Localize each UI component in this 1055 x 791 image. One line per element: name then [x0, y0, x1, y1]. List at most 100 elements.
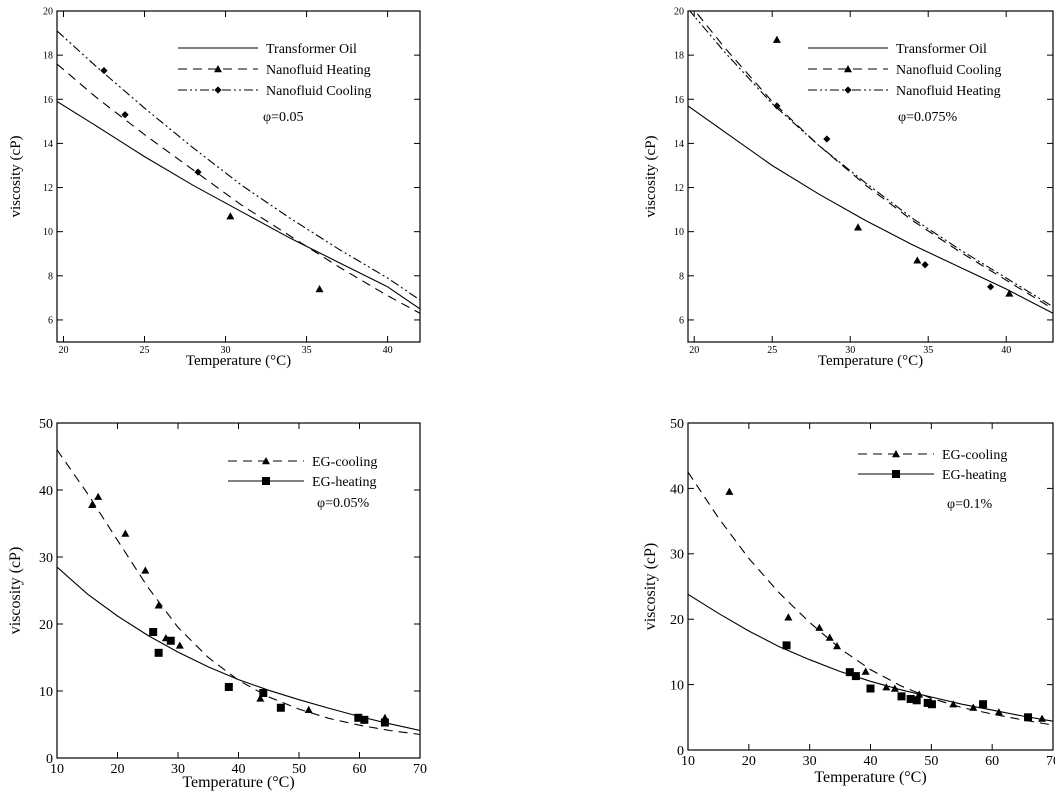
y-tick-label: 16: [43, 95, 53, 106]
legend-label: EG-heating: [312, 475, 377, 490]
legend-label: EG-cooling: [942, 448, 1007, 463]
data-point: [845, 668, 854, 677]
y-tick-label: 30: [39, 551, 53, 566]
x-tick-label: 25: [140, 345, 150, 356]
x-tick-label: 70: [413, 762, 427, 777]
data-point: [784, 613, 793, 621]
phi-annotation: φ=0.1%: [947, 497, 992, 512]
data-point: [833, 642, 842, 650]
y-tick-label: 10: [670, 679, 684, 694]
legend-marker: [262, 477, 270, 485]
data-point: [354, 713, 363, 722]
y-tick-label: 6: [48, 315, 53, 326]
y-tick-label: 50: [670, 417, 684, 432]
legend-label: Nanofluid Cooling: [266, 84, 371, 99]
x-tick-label: 20: [689, 345, 699, 356]
data-point: [1038, 714, 1047, 722]
data-point: [175, 641, 184, 649]
legend-label: Nanofluid Cooling: [896, 63, 1001, 78]
data-point: [154, 648, 163, 657]
data-point: [725, 487, 734, 495]
data-point: [906, 694, 915, 703]
data-point: [815, 623, 824, 631]
y-tick-label: 10: [39, 685, 53, 700]
y-tick-label: 18: [43, 51, 53, 62]
y-tick-label: 20: [674, 7, 684, 18]
plot-frame: [56, 422, 421, 759]
data-point: [149, 628, 158, 637]
x-tick-label: 40: [864, 754, 878, 769]
x-axis-label: Temperature (°C): [814, 769, 926, 786]
series-line-1: [57, 449, 420, 736]
data-point: [259, 689, 268, 698]
data-point: [154, 601, 163, 609]
y-tick-label: 14: [674, 139, 684, 150]
legend: Transformer Oil Nanofluid Heating Nanoflui…: [178, 42, 371, 99]
y-tick-label: 40: [39, 484, 53, 499]
data-point: [851, 672, 860, 681]
plot-area: [688, 471, 1053, 726]
series-line-1: [57, 101, 420, 310]
legend-marker: [262, 457, 270, 465]
legend: Transformer Oil Nanofluid Cooling Nanoflui…: [808, 42, 1001, 99]
plot-area: [57, 30, 420, 314]
y-tick-label: 14: [43, 139, 53, 150]
x-tick-label: 60: [985, 754, 999, 769]
x-tick-label: 30: [803, 754, 817, 769]
x-tick-label: 70: [1046, 754, 1055, 769]
x-axis-label: Temperature (°C): [818, 353, 923, 369]
data-point: [226, 212, 235, 220]
x-tick-label: 30: [221, 345, 231, 356]
legend-label: EG-heating: [942, 468, 1007, 483]
legend-marker: [844, 65, 852, 73]
data-point: [854, 223, 863, 231]
phi-annotation: φ=0.05%: [317, 496, 369, 511]
y-tick-label: 20: [39, 618, 53, 633]
x-tick-label: 10: [681, 754, 695, 769]
x-tick-label: 60: [353, 762, 367, 777]
data-point: [304, 705, 313, 713]
x-tick-label: 40: [383, 345, 393, 356]
y-tick-label: 16: [674, 95, 684, 106]
plot-area: [57, 449, 420, 736]
data-point: [913, 256, 922, 264]
data-point: [825, 633, 834, 641]
x-tick-label: 20: [58, 345, 68, 356]
data-point: [866, 684, 875, 693]
y-tick-label: 6: [679, 315, 684, 326]
data-point: [380, 718, 389, 727]
data-point: [782, 641, 791, 650]
y-tick-label: 40: [670, 482, 684, 497]
y-tick-label: 8: [48, 271, 53, 282]
legend: EG-cooling EG-heating: [228, 455, 377, 490]
legend-marker: [892, 470, 900, 478]
series-line-1: [688, 471, 1053, 726]
y-tick-label: 20: [670, 613, 684, 628]
data-point: [276, 703, 285, 712]
chart-panel-2: 20 25 30 35 40 6 8 10 12 14 16 18 20 Temperature (°C)…: [643, 7, 1054, 369]
legend-marker: [892, 450, 900, 458]
y-tick-label: 0: [677, 744, 684, 759]
legend-label: Nanofluid Heating: [266, 63, 371, 78]
data-point: [823, 135, 831, 143]
data-point: [360, 715, 369, 724]
data-point: [1024, 713, 1033, 722]
data-point: [121, 111, 129, 119]
x-tick-label: 20: [742, 754, 756, 769]
y-axis-label: viscosity (cP): [642, 543, 659, 631]
x-tick-label: 25: [767, 345, 777, 356]
y-tick-label: 50: [39, 417, 53, 432]
data-point: [921, 261, 929, 269]
y-tick-label: 18: [674, 51, 684, 62]
data-point: [773, 102, 781, 110]
data-point: [882, 683, 891, 691]
data-point: [256, 694, 265, 702]
series-line-1: [688, 105, 1053, 314]
y-tick-label: 30: [670, 548, 684, 563]
series-line-3: [57, 30, 420, 301]
x-tick-label: 30: [171, 762, 185, 777]
data-point: [88, 500, 97, 508]
x-tick-label: 35: [923, 345, 933, 356]
x-tick-label: 40: [232, 762, 246, 777]
